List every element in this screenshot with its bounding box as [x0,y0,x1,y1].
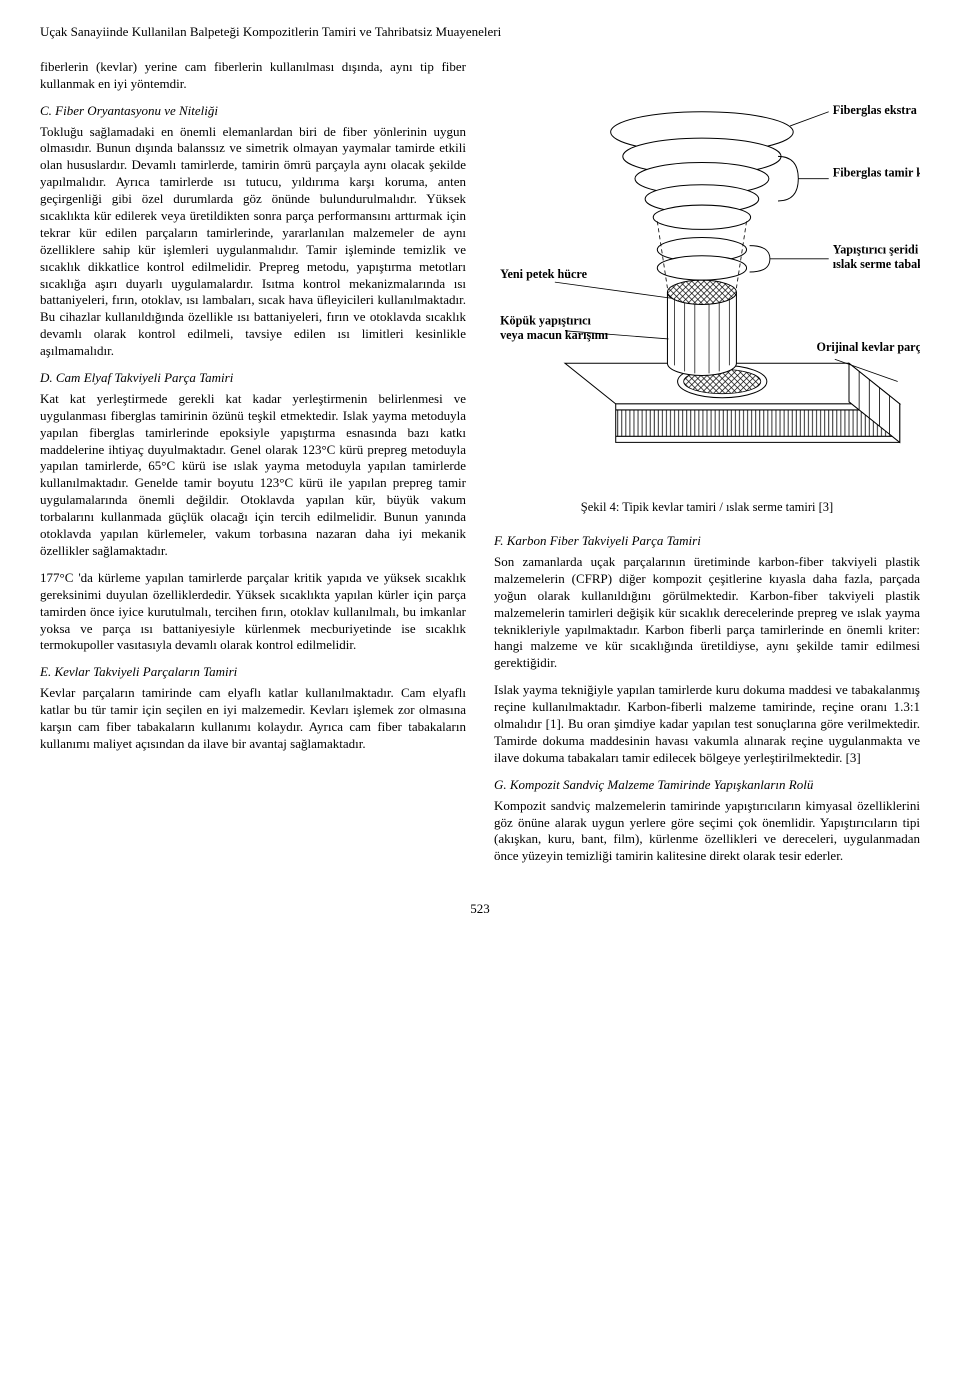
section-g-body: Kompozit sandviç malzemelerin tamirinde … [494,798,920,866]
section-d-heading-text: D. Cam Elyaf Takviyeli Parça Tamiri [40,370,233,385]
section-f-heading: F. Karbon Fiber Takviyeli Parça Tamiri [494,533,920,550]
label-orijinal-kevlar: Orijinal kevlar parçası [817,340,920,354]
section-g-heading: G. Kompozit Sandviç Malzeme Tamirinde Ya… [494,777,920,794]
right-column: Fiberglas ekstra kat Fiberglas tamir kat… [494,59,920,875]
section-f-body-1: Son zamanlarda uçak parçalarının üretimi… [494,554,920,672]
section-f-body-2: Islak yayma tekniğiyle yapılan tamirlerd… [494,682,920,766]
label-fiberglas-tamir-katlari-1: Fiberglas tamir katları [833,166,920,180]
section-f-heading-text: F. Karbon Fiber Takviyeli Parça Tamiri [494,533,701,548]
label-kopuk-yapistirici-2: veya macun karışımı [500,328,609,342]
figure-4-caption: Şekil 4: Tipik kevlar tamiri / ıslak ser… [494,499,920,515]
section-d-body-2: 177°C 'da kürleme yapılan tamirlerde par… [40,570,466,654]
section-d-body-1: Kat kat yerleştirmede gerekli kat kadar … [40,391,466,560]
left-column: fiberlerin (kevlar) yerine cam fiberleri… [40,59,466,875]
section-g-heading-text: G. Kompozit Sandviç Malzeme Tamirinde Ya… [494,777,813,792]
label-fiberglas-ekstra-kat: Fiberglas ekstra kat [833,103,920,117]
section-e-heading: E. Kevlar Takviyeli Parçaların Tamiri [40,664,466,681]
figure-4: Fiberglas ekstra kat Fiberglas tamir kat… [494,59,920,515]
section-c-heading: C. Fiber Oryantasyonu ve Niteliği [40,103,466,120]
label-kopuk-yapistirici-1: Köpük yapıştırıcı [500,314,591,328]
page-number: 523 [40,901,920,918]
running-title: Uçak Sanayiinde Kullanilan Balpeteği Kom… [40,24,920,41]
section-c-heading-text: C. Fiber Oryantasyonu ve Niteliği [40,103,218,118]
section-e-body: Kevlar parçaların tamirinde cam elyaflı … [40,685,466,753]
section-d-heading: D. Cam Elyaf Takviyeli Parça Tamiri [40,370,466,387]
label-yapistirici-seridi-1: Yapıştırıcı şeridi veya [833,243,920,257]
section-c-body: Tokluğu sağlamadaki en önemli elemanlard… [40,124,466,360]
label-yapistirici-seridi-2: ıslak serme tabakaları [833,257,920,271]
label-yeni-petek-hucre: Yeni petek hücre [500,267,587,281]
two-column-layout: fiberlerin (kevlar) yerine cam fiberleri… [40,59,920,875]
figure-4-svg: Fiberglas ekstra kat Fiberglas tamir kat… [494,59,920,485]
intro-paragraph: fiberlerin (kevlar) yerine cam fiberleri… [40,59,466,93]
section-e-heading-text: E. Kevlar Takviyeli Parçaların Tamiri [40,664,237,679]
